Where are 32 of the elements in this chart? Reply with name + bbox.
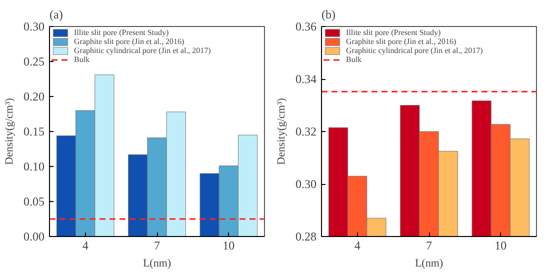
legend-label: Graphite slit pore (Jin et al., 2016): [74, 37, 184, 46]
y-tick-label: 0.30: [296, 177, 316, 191]
y-tick-label: 0.00: [24, 230, 44, 244]
x-tick-label: 4: [82, 238, 88, 252]
y-tick-label: 0.25: [24, 54, 44, 68]
x-tick-label: 4: [354, 238, 360, 252]
legend-label: Bulk: [346, 55, 363, 64]
y-tick-label: 0.05: [24, 194, 44, 208]
legend-label: Graphite slit pore (Jin et al., 2016): [346, 37, 456, 46]
y-tick-label: 0.30: [24, 20, 44, 34]
chart-title: (b): [322, 8, 336, 22]
legend-label: Bulk: [74, 55, 91, 64]
x-tick-label: 10: [494, 238, 507, 252]
x-tick-label: 10: [222, 238, 235, 252]
y-tick-label: 0.28: [296, 230, 316, 244]
legend-label: Graphitic cylindrical pore (Jin et al., 2017): [74, 46, 211, 55]
legend-label: Graphitic cylindrical pore (Jin et al., 2017): [346, 46, 483, 55]
y-tick-label: 0.15: [24, 124, 44, 138]
x-axis-title: L(nm): [414, 258, 444, 270]
y-tick-label: 0.20: [24, 90, 44, 104]
y-tick-label: 0.36: [296, 20, 316, 34]
legend-label: Illite slit pore (Present Study): [74, 28, 169, 37]
y-tick-label: 0.32: [296, 124, 316, 138]
y-tick-label: 0.34: [296, 72, 316, 86]
y-axis-title: Density(g/cm³): [4, 98, 16, 165]
legend-label: Illite slit pore (Present Study): [346, 28, 441, 37]
x-tick-label: 7: [426, 238, 432, 252]
y-axis-title: Density(g/cm³): [276, 98, 288, 165]
x-axis-title: L(nm): [142, 258, 172, 270]
chart-title: (a): [50, 8, 63, 22]
x-tick-label: 7: [154, 238, 160, 252]
y-tick-label: 0.10: [24, 160, 44, 174]
